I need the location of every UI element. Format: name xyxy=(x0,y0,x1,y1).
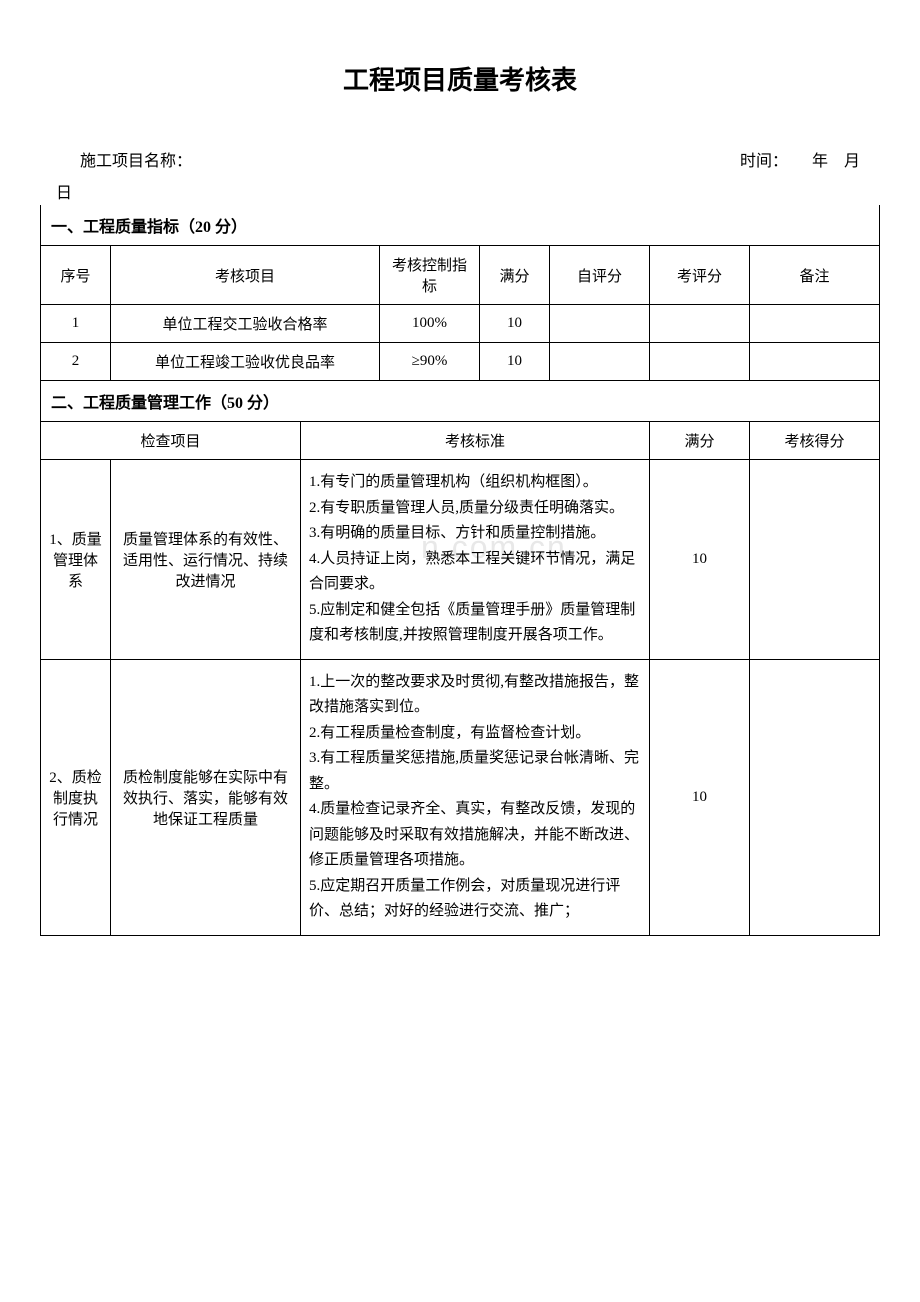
cell-category: 2、质检制度执行情况 xyxy=(41,659,111,935)
cell-item: 单位工程竣工验收优良品率 xyxy=(111,343,380,381)
col-item: 考核项目 xyxy=(111,246,380,305)
cell-seq: 1 xyxy=(41,305,111,343)
section1-title: 一、工程质量指标（20 分） xyxy=(41,205,880,246)
section1-data-row: 1 单位工程交工验收合格率 100% 10 xyxy=(41,305,880,343)
col-standard: 考核标准 xyxy=(301,422,650,460)
cell-indicator: ≥90% xyxy=(380,343,480,381)
project-name-label: 施工项目名称： xyxy=(50,147,192,171)
col-indicator: 考核控制指标 xyxy=(380,246,480,305)
col-checkitem: 检查项目 xyxy=(41,422,301,460)
page-title: 工程项目质量考核表 xyxy=(40,60,880,97)
col-score: 考核得分 xyxy=(750,422,880,460)
cell-fullscore2: 10 xyxy=(650,659,750,935)
cell-checkitem: 质量管理体系的有效性、适用性、运行情况、持续改进情况 xyxy=(111,460,301,660)
cell-remark xyxy=(750,343,880,381)
col-selfscore: 自评分 xyxy=(550,246,650,305)
col-evalscore: 考评分 xyxy=(650,246,750,305)
section2-data-row: 1、质量管理体系 质量管理体系的有效性、适用性、运行情况、持续改进情况 n.co… xyxy=(41,460,880,660)
cell-selfscore xyxy=(550,343,650,381)
cell-score xyxy=(750,460,880,660)
day-char: 日 xyxy=(40,179,880,203)
cell-selfscore xyxy=(550,305,650,343)
header-row: 施工项目名称： 时间： 年 月 xyxy=(40,147,880,171)
time-label: 时间： 年 月 xyxy=(740,147,870,171)
cell-fullscore: 10 xyxy=(480,305,550,343)
section2-title: 二、工程质量管理工作（50 分） xyxy=(41,381,880,422)
standard-text: 1.有专门的质量管理机构（组织机构框图）。 2.有专职质量管理人员,质量分级责任… xyxy=(309,470,641,649)
assessment-table: 一、工程质量指标（20 分） 序号 考核项目 考核控制指标 满分 自评分 考评分… xyxy=(40,205,880,936)
col-remark: 备注 xyxy=(750,246,880,305)
cell-fullscore: 10 xyxy=(480,343,550,381)
col-seq: 序号 xyxy=(41,246,111,305)
section2-column-row: 检查项目 考核标准 满分 考核得分 xyxy=(41,422,880,460)
cell-checkitem: 质检制度能够在实际中有效执行、落实，能够有效地保证工程质量 xyxy=(111,659,301,935)
section2-header-row: 二、工程质量管理工作（50 分） xyxy=(41,381,880,422)
standard-text: 1.上一次的整改要求及时贯彻,有整改措施报告，整改措施落实到位。 2.有工程质量… xyxy=(309,670,641,925)
section2-data-row: 2、质检制度执行情况 质检制度能够在实际中有效执行、落实，能够有效地保证工程质量… xyxy=(41,659,880,935)
cell-evalscore xyxy=(650,343,750,381)
cell-fullscore2: 10 xyxy=(650,460,750,660)
cell-seq: 2 xyxy=(41,343,111,381)
section1-header-row: 一、工程质量指标（20 分） xyxy=(41,205,880,246)
cell-item: 单位工程交工验收合格率 xyxy=(111,305,380,343)
cell-category: 1、质量管理体系 xyxy=(41,460,111,660)
cell-indicator: 100% xyxy=(380,305,480,343)
section1-column-row: 序号 考核项目 考核控制指标 满分 自评分 考评分 备注 xyxy=(41,246,880,305)
cell-standard: n.com.cn 1.有专门的质量管理机构（组织机构框图）。 2.有专职质量管理… xyxy=(301,460,650,660)
section1-data-row: 2 单位工程竣工验收优良品率 ≥90% 10 xyxy=(41,343,880,381)
cell-standard: 1.上一次的整改要求及时贯彻,有整改措施报告，整改措施落实到位。 2.有工程质量… xyxy=(301,659,650,935)
col-fullscore2: 满分 xyxy=(650,422,750,460)
cell-evalscore xyxy=(650,305,750,343)
col-fullscore: 满分 xyxy=(480,246,550,305)
cell-remark xyxy=(750,305,880,343)
cell-score xyxy=(750,659,880,935)
